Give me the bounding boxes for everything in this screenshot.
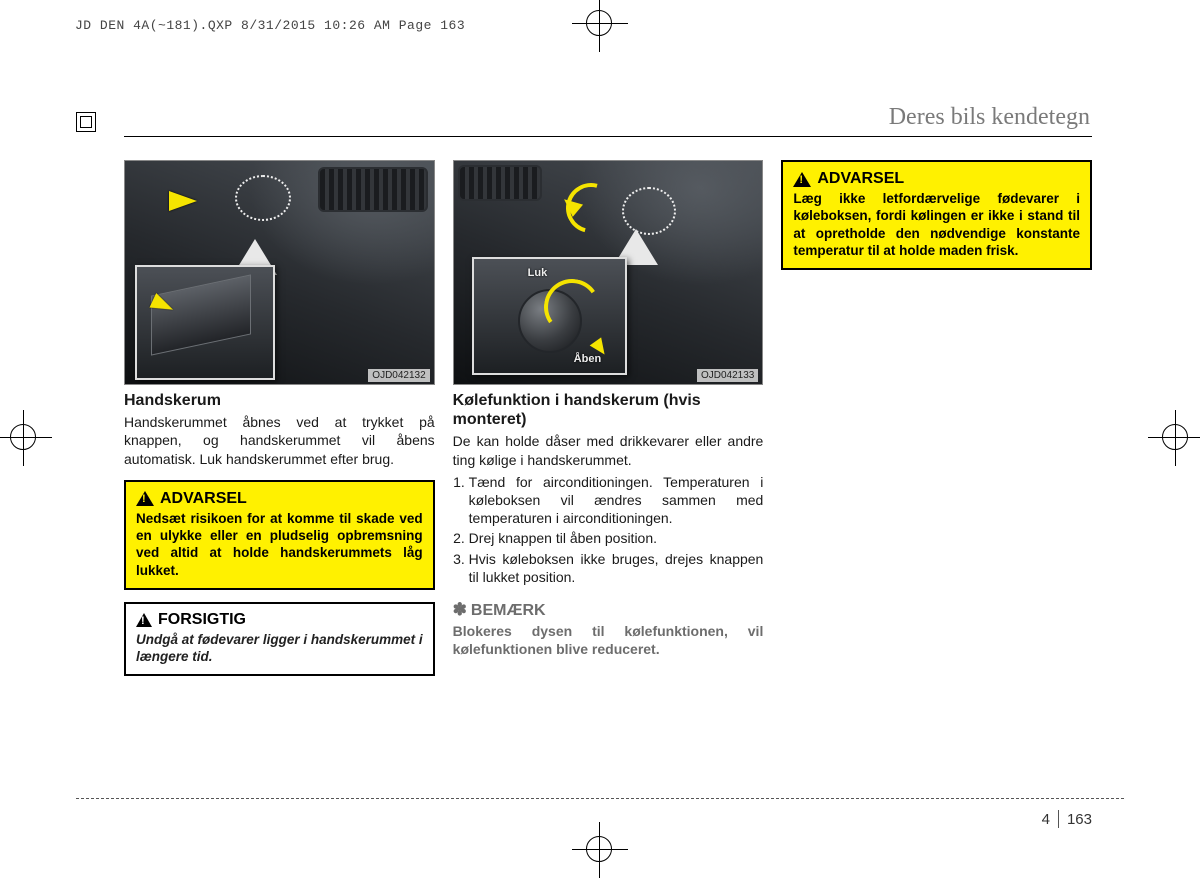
page-num: 163 bbox=[1067, 811, 1092, 828]
page-number: 4 163 bbox=[1042, 810, 1092, 828]
registration-square bbox=[76, 112, 96, 132]
column-1: OJD042132 Handskerum Handskerummet åbnes… bbox=[124, 160, 435, 676]
label-close: Luk bbox=[528, 267, 548, 279]
figure-glovebox: OJD042132 bbox=[124, 160, 435, 385]
note-title: BEMÆRK bbox=[471, 602, 546, 619]
note-body: Blokeres dysen til kølefunktionen, vil k… bbox=[453, 622, 764, 658]
step-2: Drej knappen til åben position. bbox=[469, 529, 764, 547]
footer-rule bbox=[76, 798, 1124, 799]
warning-box-cooling: ADVARSEL Læg ikke letfordærvelige fødeva… bbox=[781, 160, 1092, 270]
body-glovebox: Handskerummet åbnes ved at trykket på kn… bbox=[124, 413, 435, 468]
caution-icon bbox=[136, 613, 152, 627]
column-2: Luk Åben OJD042133 Kølefunktion i handsk… bbox=[453, 160, 764, 676]
note-icon: ✽ bbox=[453, 600, 467, 619]
step-3: Hvis køleboksen ikke bruges, drejes knap… bbox=[469, 550, 764, 586]
caution-heading: FORSIGTIG bbox=[136, 611, 423, 629]
label-open: Åben bbox=[574, 353, 602, 365]
body-cooling: De kan holde dåser med drikkevarer eller… bbox=[453, 432, 764, 468]
figure-cooling: Luk Åben OJD042133 bbox=[453, 160, 764, 385]
warning-box-glovebox: ADVARSEL Nedsæt risikoen for at komme ti… bbox=[124, 480, 435, 590]
warning-body: Nedsæt risikoen for at komme til skade v… bbox=[136, 510, 423, 579]
warning-title-2: ADVARSEL bbox=[817, 170, 904, 188]
warning-icon-2 bbox=[793, 172, 811, 187]
print-slug: JD DEN 4A(~181).QXP 8/31/2015 10:26 AM P… bbox=[75, 18, 465, 33]
warning-title: ADVARSEL bbox=[160, 490, 247, 508]
running-head: Deres bils kendetegn bbox=[889, 104, 1090, 131]
page-section: 4 bbox=[1042, 811, 1050, 828]
caution-title: FORSIGTIG bbox=[158, 611, 246, 629]
page-separator bbox=[1058, 810, 1059, 828]
note-heading: ✽BEMÆRK bbox=[453, 600, 764, 620]
step-1: Tænd for airconditioningen. Temperaturen… bbox=[469, 473, 764, 528]
figure-code: OJD042132 bbox=[368, 369, 429, 382]
warning-heading-2: ADVARSEL bbox=[793, 170, 1080, 188]
warning-body-2: Læg ikke letfordærvelige fødevarer i køl… bbox=[793, 190, 1080, 259]
warning-icon bbox=[136, 491, 154, 506]
heading-glovebox: Handskerum bbox=[124, 391, 435, 410]
figure-code-2: OJD042133 bbox=[697, 369, 758, 382]
steps-cooling: Tænd for airconditioningen. Temperaturen… bbox=[453, 473, 764, 586]
caution-body: Undgå at fødevarer ligger i handskerumme… bbox=[136, 631, 423, 666]
heading-cooling: Kølefunktion i handskerum (hvis monteret… bbox=[453, 391, 764, 429]
content-area: OJD042132 Handskerum Handskerummet åbnes… bbox=[124, 160, 1092, 676]
warning-heading: ADVARSEL bbox=[136, 490, 423, 508]
caution-box-glovebox: FORSIGTIG Undgå at fødevarer ligger i ha… bbox=[124, 602, 435, 677]
header-rule bbox=[124, 136, 1092, 137]
column-3: ADVARSEL Læg ikke letfordærvelige fødeva… bbox=[781, 160, 1092, 676]
